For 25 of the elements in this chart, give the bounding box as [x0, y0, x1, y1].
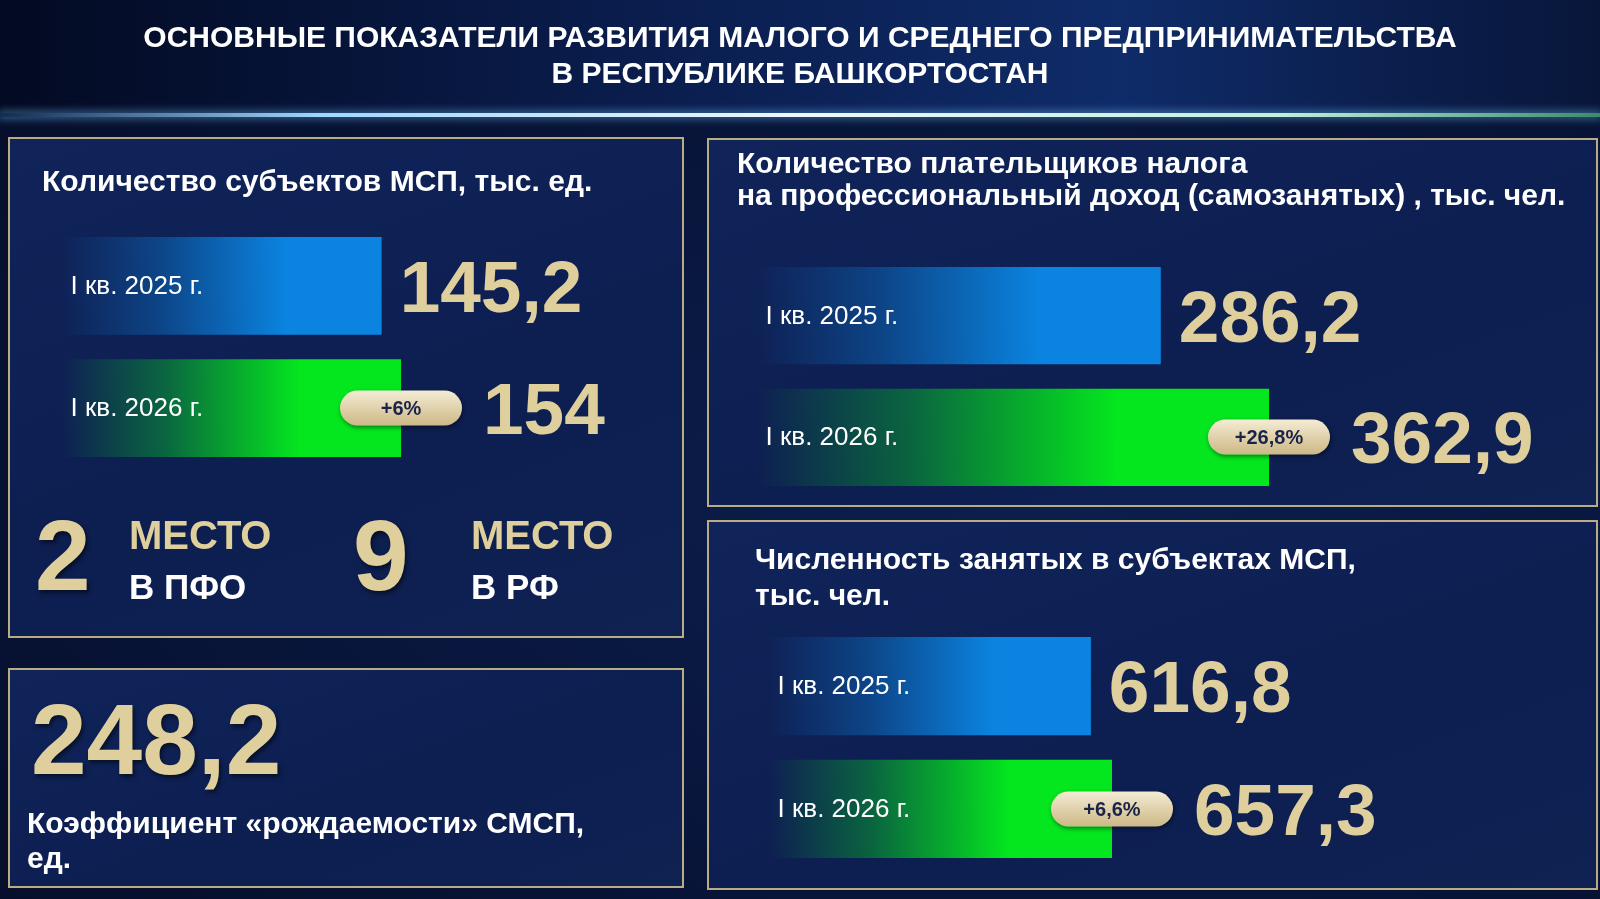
text: Коэффициент «рождаемости» СМСП, ед.: [27, 805, 585, 875]
y-tick-label: I кв. 2025 г.: [70, 269, 204, 300]
annotation: +26,8%: [1234, 425, 1304, 450]
chart-title: Количество плательщиков налога на профессиональный доход (самозанятых) , тыс. чел.: [737, 146, 1566, 211]
data-label: 286,2: [1178, 275, 1362, 357]
text: МЕСТО В РФ: [471, 512, 614, 608]
y-tick-label: I кв. 2026 г.: [765, 421, 899, 452]
data-label: 616,8: [1108, 646, 1292, 728]
text: ОСНОВНЫЕ ПОКАЗАТЕЛИ РАЗВИТИЯ МАЛОГО И СРЕДНЕГО ПРЕДПРИНИМАТЕЛЬСТВА В РЕСПУБЛИКЕ БАШКОРТОСТАН: [142, 19, 1458, 91]
y-tick-label: I кв. 2025 г.: [765, 299, 899, 330]
text: МЕСТО В ПФО: [129, 512, 272, 608]
data-label: 362,9: [1351, 397, 1534, 479]
text: 2: [35, 499, 91, 611]
text: 9: [353, 499, 409, 611]
data-label: 154: [483, 368, 606, 450]
data-label: 657,3: [1194, 768, 1377, 850]
annotation: +6,6%: [1083, 796, 1141, 821]
y-tick-label: I кв. 2025 г.: [777, 670, 911, 701]
y-tick-label: I кв. 2026 г.: [777, 792, 911, 823]
text: 248,2: [31, 683, 282, 795]
chart-title: Количество субъектов МСП, тыс. ед.: [42, 164, 593, 197]
chart-title: Численность занятых в субъектах МСП, тыс. чел.: [755, 542, 1356, 611]
y-tick-label: I кв. 2026 г.: [70, 392, 204, 423]
data-label: 145,2: [399, 245, 583, 327]
annotation: +6%: [380, 396, 422, 421]
